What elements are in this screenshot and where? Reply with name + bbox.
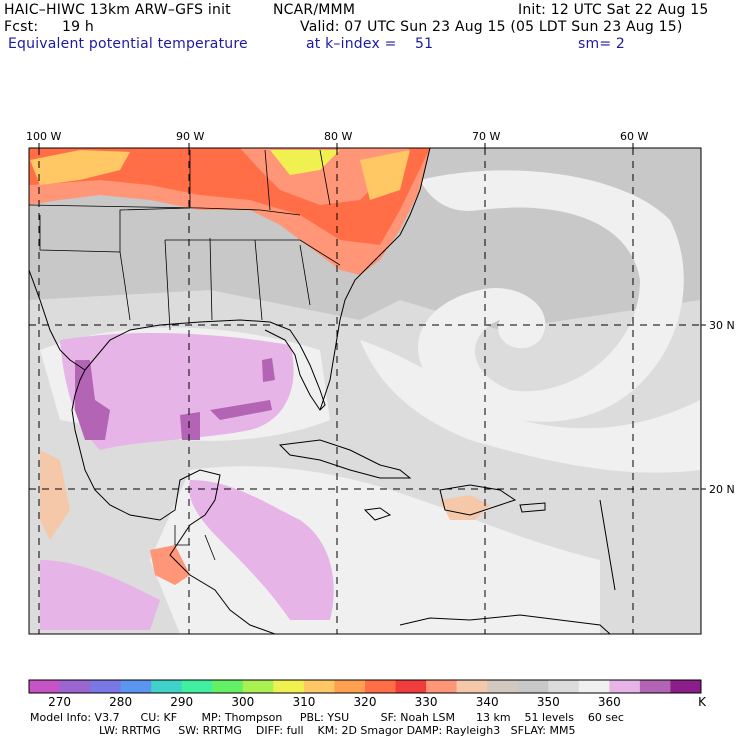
coastlines [29,148,616,634]
level-value: 51 [415,36,434,52]
colorbar-swatch [242,680,274,693]
lat-label-20n: 20 N [709,483,735,496]
colorbar-swatch [151,680,183,693]
warm-region-hispaniola [440,495,490,520]
purple-patch-gulf-2 [180,412,200,440]
colorbar-tick-label: 350 [536,695,560,709]
graticule [29,148,701,634]
colorbar-swatch [395,680,427,693]
colorbar-swatch [609,680,641,693]
model-info-line: Model Info: V3.7 CU: KF MP: Thompson PBL… [30,711,624,724]
colorbar-tick-label: 360 [597,695,621,709]
colorbar-swatch [181,680,213,693]
orange-region-ne [360,150,410,200]
colorbar-swatch [120,680,152,693]
colorbar-tick-label: 310 [292,695,316,709]
lon-label-90w: 90 W [176,130,204,143]
colorbar-swatch [548,680,580,693]
colorbar-swatch [90,680,122,693]
orange-region-nw [30,150,130,185]
valid-time: Valid: 07 UTC Sun 23 Aug 15 (05 LDT Sun … [300,19,683,35]
yellow-region-north [270,150,340,175]
colorbar-tick-label: 340 [475,695,499,709]
colorbar-swatch [456,680,488,693]
lon-label-100w: 100 W [26,130,61,143]
field-name: Equivalent potential temperature [8,36,248,52]
colorbar-swatch [334,680,366,693]
pacific-lavender-region [40,560,160,630]
model-title: HAIC–HIWC 13km ARW–GFS init [4,2,231,18]
colorbar-swatch [487,680,519,693]
lon-label-80w: 80 W [324,130,352,143]
smoothing-label: sm= 2 [578,36,626,52]
colorbar-tick-label: 320 [353,695,377,709]
colorbar-swatch [365,680,397,693]
white-swirl-region [418,170,684,422]
colorbar-swatch [670,680,702,693]
org-label: NCAR/MMM [273,2,356,18]
init-time: Init: 12 UTC Sat 22 Aug 15 [518,2,709,18]
white-band-region [360,340,700,473]
forecast-hour: 19 h [62,19,94,35]
level-label: at k–index = [306,36,397,52]
purple-patch-gulf [210,400,272,420]
colorbar-tick-label: 280 [109,695,133,709]
caribbean-lavender-region [189,480,334,620]
lat-label-30n: 30 N [709,319,735,332]
colorbar-swatch [303,680,335,693]
colorbar-swatch [578,680,610,693]
colorbar-frame [28,679,702,694]
state-borders [29,149,341,561]
purple-patch-texas [75,360,110,440]
gulf-lavender-region [60,333,294,450]
warm-region-mexico [40,450,70,540]
colorbar-swatch [426,680,458,693]
physics-info-line: LW: RRTMG SW: RRTMG DIFF: full KM: 2D Sm… [99,724,576,737]
colorbar-swatch [212,680,244,693]
warm-region-central-america [150,545,190,585]
colorbar-swatch [517,680,549,693]
lon-label-60w: 60 W [620,130,648,143]
forecast-label: Fcst: [4,19,39,35]
lon-label-70w: 70 W [472,130,500,143]
colorbar-tick-label: 290 [170,695,194,709]
colorbar [29,680,702,693]
purple-patch-gulf-3 [262,358,275,382]
colorbar-swatch [639,680,671,693]
colorbar-tick-label: 300 [231,695,255,709]
colorbar-tick-label: 270 [48,695,71,709]
colorbar-tick-label: 330 [414,695,438,709]
colorbar-swatch [59,680,91,693]
colorbar-swatch [29,680,61,693]
colorbar-unit: K [698,695,706,709]
colorbar-swatch [273,680,305,693]
hot-region-north [29,148,430,245]
tick-marks [38,143,706,490]
map-frame [28,147,702,635]
